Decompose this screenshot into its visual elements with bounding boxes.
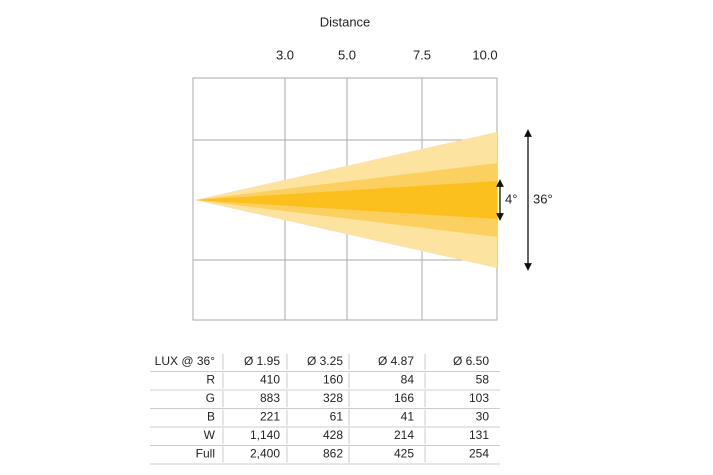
table-cell: 84 [401, 373, 415, 387]
table-cell: 103 [469, 391, 489, 405]
table-header: Ø 4.87 [378, 354, 414, 368]
table-cell: W [204, 428, 216, 442]
table-cell: 883 [260, 391, 280, 405]
table-cell: R [206, 373, 215, 387]
diagram-title: Distance [320, 14, 371, 29]
table-cell: G [206, 391, 215, 405]
table-cell: 862 [323, 447, 343, 461]
table-header: Ø 6.50 [453, 354, 489, 368]
table-cell: Full [196, 447, 215, 461]
beam-narrow [195, 181, 497, 219]
angle-label: 4° [505, 191, 517, 206]
table-cell: 1,140 [250, 428, 280, 442]
table-cell: 61 [330, 410, 344, 424]
distance-labels: 3.0 5.0 7.5 10.0 [276, 47, 498, 62]
grid [192, 77, 498, 321]
table-cell: 428 [323, 428, 343, 442]
table-header: Ø 1.95 [244, 354, 280, 368]
table-cell: 131 [469, 428, 489, 442]
distance-label: 3.0 [276, 47, 294, 62]
table-cell: 328 [323, 391, 343, 405]
table-cell: 214 [394, 428, 414, 442]
table-cell: 2,400 [250, 447, 280, 461]
angle-label: 36° [533, 191, 553, 206]
table-cell: 30 [476, 410, 490, 424]
table-cell: 58 [476, 373, 490, 387]
table-header: LUX @ 36° [155, 354, 216, 368]
table-cell: 166 [394, 391, 414, 405]
table-cell: B [207, 410, 215, 424]
distance-label: 7.5 [413, 47, 431, 62]
lux-table: LUX @ 36° Ø 1.95 Ø 3.25 Ø 4.87 Ø 6.50 R 410 160… [150, 354, 500, 465]
table-cell: 425 [394, 447, 414, 461]
table-header: Ø 3.25 [307, 354, 343, 368]
table-cell: 410 [260, 373, 280, 387]
table-cell: 221 [260, 410, 280, 424]
distance-label: 10.0 [472, 47, 497, 62]
distance-label: 5.0 [338, 47, 356, 62]
table-cell: 41 [401, 410, 415, 424]
table-cell: 254 [469, 447, 489, 461]
table-cell: 160 [323, 373, 343, 387]
